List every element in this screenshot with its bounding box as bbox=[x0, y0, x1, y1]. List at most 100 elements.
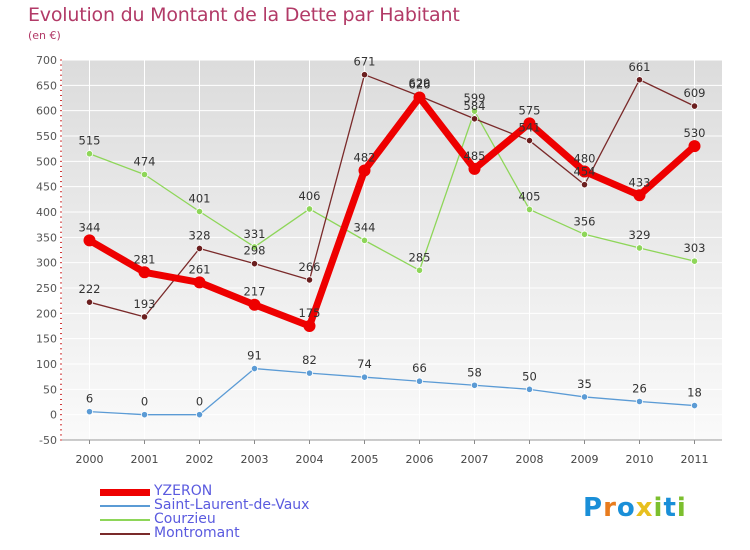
y-tick-label: 350 bbox=[36, 231, 57, 244]
x-tick-label: 2009 bbox=[571, 453, 599, 466]
y-tick-label: 450 bbox=[36, 181, 57, 194]
chart-title: Evolution du Montant de la Dette par Hab… bbox=[28, 4, 460, 26]
data-point bbox=[195, 207, 204, 216]
y-tick-label: 700 bbox=[36, 54, 57, 67]
data-label: 266 bbox=[299, 260, 321, 274]
data-label: 0 bbox=[196, 395, 203, 409]
logo-letter: i bbox=[653, 493, 664, 523]
data-label: 74 bbox=[357, 357, 372, 371]
logo-letter: P bbox=[583, 493, 604, 523]
data-label: 58 bbox=[467, 365, 482, 379]
data-point bbox=[635, 76, 644, 84]
data-point bbox=[248, 298, 261, 311]
data-label: 222 bbox=[79, 282, 101, 296]
data-point bbox=[250, 243, 259, 251]
data-point bbox=[690, 102, 699, 110]
data-point bbox=[580, 393, 589, 401]
data-point bbox=[85, 150, 94, 158]
data-label: 18 bbox=[687, 386, 702, 400]
data-label: 91 bbox=[247, 349, 262, 363]
data-label: 281 bbox=[134, 252, 156, 266]
data-label: 331 bbox=[244, 227, 266, 241]
data-label: 329 bbox=[629, 228, 651, 242]
x-tick-label: 2001 bbox=[131, 453, 159, 466]
data-label: 356 bbox=[574, 214, 596, 228]
x-tick-label: 2011 bbox=[681, 453, 709, 466]
data-point bbox=[635, 244, 644, 252]
y-tick-label: 600 bbox=[36, 105, 57, 118]
data-label: 584 bbox=[464, 99, 486, 113]
x-tick-label: 2000 bbox=[76, 453, 104, 466]
x-tick-label: 2004 bbox=[296, 453, 324, 466]
data-label: 575 bbox=[519, 103, 541, 117]
data-point bbox=[578, 165, 591, 178]
data-label: 50 bbox=[522, 369, 537, 383]
logo-letter: r bbox=[603, 493, 617, 523]
data-point bbox=[360, 373, 369, 381]
legend-label: YZERON bbox=[154, 483, 213, 499]
data-label: 82 bbox=[302, 353, 317, 367]
data-point bbox=[580, 181, 589, 189]
y-tick-label: 0 bbox=[50, 409, 57, 422]
data-label: 629 bbox=[409, 76, 431, 90]
data-point bbox=[523, 117, 536, 130]
x-tick-label: 2002 bbox=[186, 453, 214, 466]
data-label: 433 bbox=[629, 175, 651, 189]
data-point bbox=[85, 408, 94, 416]
data-point bbox=[250, 260, 259, 268]
y-tick-label: 150 bbox=[36, 333, 57, 346]
data-point bbox=[85, 298, 94, 306]
x-tick-label: 2006 bbox=[406, 453, 434, 466]
data-label: 285 bbox=[409, 250, 431, 264]
x-tick-label: 2003 bbox=[241, 453, 269, 466]
data-point bbox=[83, 234, 96, 247]
data-label: 401 bbox=[189, 191, 211, 205]
data-label: 482 bbox=[354, 150, 376, 164]
series-line-yzeron bbox=[87, 93, 697, 330]
data-label: 328 bbox=[189, 228, 211, 242]
data-point bbox=[468, 162, 481, 175]
data-label: 485 bbox=[464, 149, 486, 163]
data-label: 405 bbox=[519, 189, 541, 203]
data-point bbox=[303, 320, 316, 332]
data-label: 344 bbox=[79, 220, 101, 234]
data-point bbox=[193, 276, 206, 289]
data-label: 480 bbox=[574, 151, 596, 165]
y-tick-label: 550 bbox=[36, 130, 57, 143]
data-point bbox=[690, 257, 699, 265]
x-tick-label: 2008 bbox=[516, 453, 544, 466]
data-point bbox=[140, 411, 149, 419]
data-point bbox=[140, 313, 149, 321]
data-point bbox=[360, 236, 369, 244]
data-label: 515 bbox=[79, 134, 101, 148]
legend-label: Courzieu bbox=[154, 511, 216, 527]
data-point bbox=[250, 364, 259, 373]
logo-letter: o bbox=[616, 493, 636, 523]
data-point bbox=[140, 170, 149, 179]
data-point bbox=[635, 397, 644, 406]
y-tick-label: 500 bbox=[36, 155, 57, 168]
data-point bbox=[413, 91, 426, 104]
data-point bbox=[195, 411, 204, 419]
data-label: 626 bbox=[409, 77, 431, 91]
x-tick-label: 2005 bbox=[351, 453, 379, 466]
series-line-montromant bbox=[89, 74, 695, 318]
plot-area bbox=[62, 60, 722, 440]
logo-letter: t bbox=[663, 493, 677, 523]
data-label: 530 bbox=[684, 126, 706, 140]
data-label: 298 bbox=[244, 244, 266, 258]
data-point bbox=[688, 140, 701, 153]
data-label: 474 bbox=[134, 155, 156, 169]
y-tick-label: 250 bbox=[36, 282, 57, 295]
data-point bbox=[305, 205, 314, 213]
proxiti-logo: Proxiti bbox=[583, 493, 687, 523]
y-tick-label: 200 bbox=[36, 307, 57, 320]
data-point bbox=[415, 266, 424, 274]
y-tick-label: -50 bbox=[39, 434, 57, 447]
data-label: 26 bbox=[632, 381, 647, 395]
logo-letter: i bbox=[676, 493, 687, 523]
data-point bbox=[358, 164, 371, 177]
series-line-saint-laurent-de-vaux bbox=[89, 367, 695, 416]
